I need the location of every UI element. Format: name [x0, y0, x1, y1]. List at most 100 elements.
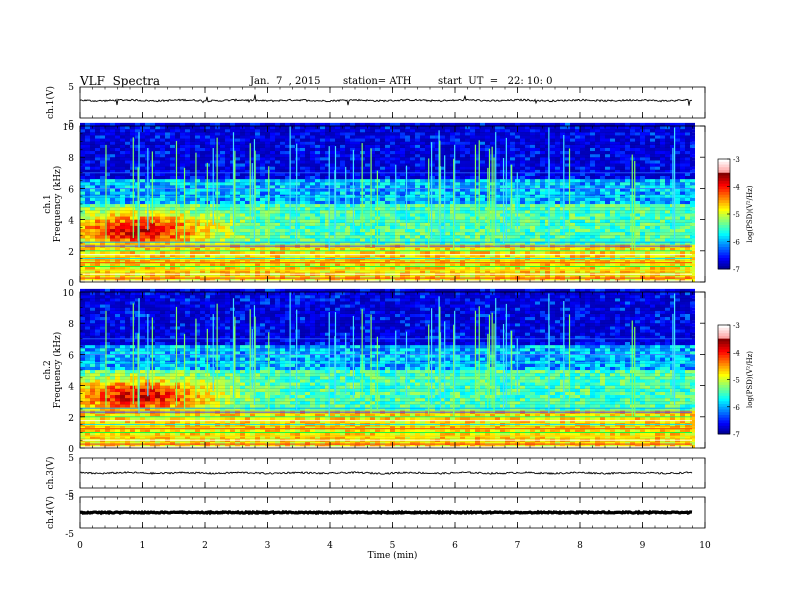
spectral-cell — [400, 253, 405, 258]
spectral-cell — [160, 232, 165, 236]
spectral-cell — [130, 219, 135, 223]
spectral-cell — [275, 126, 280, 130]
spectral-cell — [495, 213, 500, 217]
spectral-cell — [370, 141, 375, 145]
spectral-cell — [235, 207, 240, 211]
spectral-cell — [220, 169, 225, 173]
spectral-cell — [395, 232, 400, 236]
spectral-cell — [530, 172, 535, 176]
spectral-cell — [220, 210, 225, 214]
spectral-cell — [185, 216, 190, 220]
spectral-cell — [160, 154, 165, 158]
spectral-cell — [360, 250, 365, 254]
spectral-cell — [305, 235, 310, 239]
spectral-cell — [140, 122, 145, 127]
spectral-cell — [275, 169, 280, 173]
spectral-cell — [370, 225, 375, 230]
spectral-cell — [315, 263, 320, 267]
spectral-cell — [330, 275, 335, 279]
spectral-cell — [160, 228, 165, 233]
spectral-cell — [455, 135, 460, 139]
spectral-cell — [320, 132, 325, 136]
spectral-cell — [425, 126, 430, 130]
spectral-cell — [500, 222, 505, 226]
spectral-cell — [120, 275, 125, 279]
spectral-cell — [500, 235, 505, 239]
spectral-cell — [245, 144, 250, 148]
spectral-cell — [125, 182, 130, 186]
spectral-cell — [130, 232, 135, 236]
spectral-cell — [470, 179, 475, 183]
spectral-cell — [110, 188, 115, 192]
spectral-cell — [525, 216, 530, 220]
spectral-cell — [500, 200, 505, 205]
spectral-cell — [435, 269, 440, 273]
spectral-cell — [525, 132, 530, 136]
spectral-cell — [300, 197, 305, 201]
spectral-cell — [480, 147, 485, 152]
spectral-cell — [115, 191, 120, 195]
spectral-cell — [155, 235, 160, 239]
spectral-cell — [115, 228, 120, 233]
spectral-cell — [265, 266, 270, 270]
spectral-cell — [445, 188, 450, 192]
spectral-cell — [300, 216, 305, 220]
spectral-cell — [410, 169, 415, 173]
spectral-cell — [425, 188, 430, 192]
spectral-cell — [125, 150, 130, 155]
spectral-cell — [525, 225, 530, 230]
spectral-cell — [505, 241, 510, 245]
spectral-cell — [120, 222, 125, 226]
spectral-cell — [505, 238, 510, 242]
spectral-cell — [535, 144, 540, 148]
spectral-cell — [350, 241, 355, 245]
spectral-cell — [225, 213, 230, 217]
spectral-cell — [105, 232, 110, 236]
spectral-cell — [170, 144, 175, 148]
spectral-cell — [335, 241, 340, 245]
spectral-cell — [325, 147, 330, 152]
spectral-cell — [405, 163, 410, 167]
spectral-cell — [305, 138, 310, 142]
spectral-cell — [315, 175, 320, 180]
spectral-cell — [535, 204, 540, 208]
spectral-cell — [280, 132, 285, 136]
spectral-cell — [520, 160, 525, 164]
spectral-cell — [125, 172, 130, 176]
spectral-cell — [520, 197, 525, 201]
spectral-cell — [320, 150, 325, 155]
spectral-cell — [470, 129, 475, 133]
spectral-cell — [550, 179, 555, 183]
spectral-cell — [385, 247, 390, 251]
spectral-cell — [520, 210, 525, 214]
spectral-cell — [355, 160, 360, 164]
spectral-cell — [280, 144, 285, 148]
spectral-cell — [90, 219, 95, 223]
spectral-cell — [410, 188, 415, 192]
spectral-cell — [440, 191, 445, 195]
spectral-cell — [220, 266, 225, 270]
spectral-cell — [230, 185, 235, 189]
spectral-cell — [270, 185, 275, 189]
spectral-cell — [125, 197, 130, 201]
spectral-cell — [330, 260, 335, 264]
spectral-cell — [550, 122, 555, 127]
spectral-cell — [180, 135, 185, 139]
spectral-cell — [440, 260, 445, 264]
spectral-cell — [310, 235, 315, 239]
spectral-cell — [220, 179, 225, 183]
spectral-cell — [370, 210, 375, 214]
spectral-cell — [100, 179, 105, 183]
spectral-cell — [190, 200, 195, 205]
spectral-cell — [400, 169, 405, 173]
spectral-cell — [425, 250, 430, 254]
spectral-cell — [80, 197, 85, 201]
spectral-cell — [495, 238, 500, 242]
spectral-cell — [185, 132, 190, 136]
spectral-cell — [180, 253, 185, 258]
spectral-cell — [125, 213, 130, 217]
spectral-cell — [455, 235, 460, 239]
spectral-cell — [115, 132, 120, 136]
spectral-cell — [140, 194, 145, 198]
spectral-cell — [205, 247, 210, 251]
